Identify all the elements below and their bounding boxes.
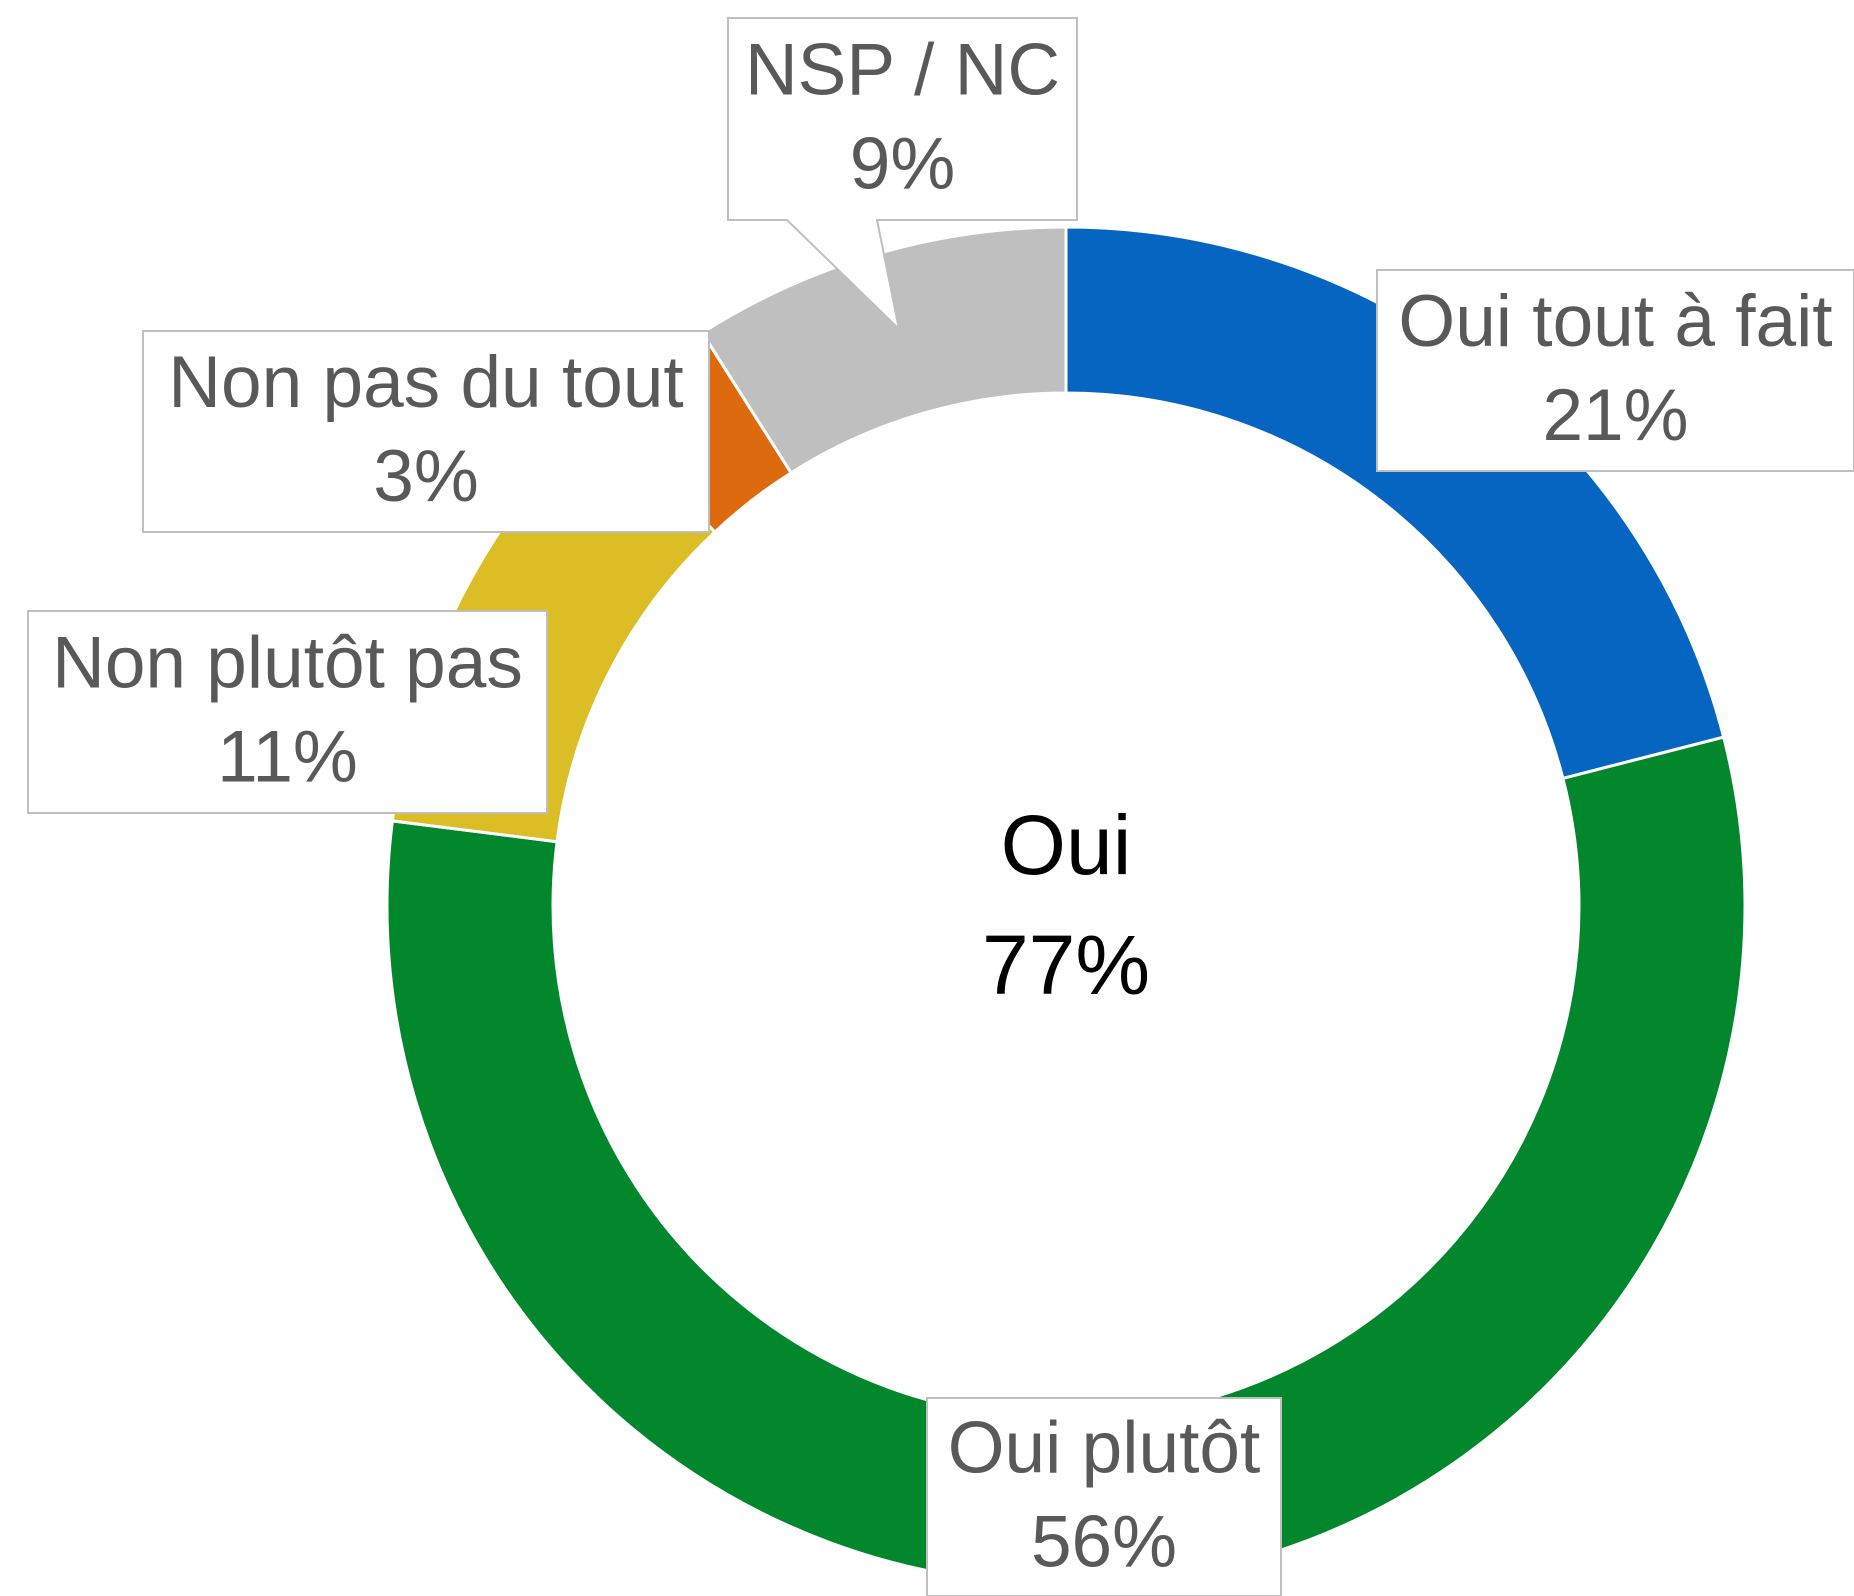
label-box <box>142 330 710 533</box>
slice <box>700 225 1068 475</box>
value-label: 3% <box>373 436 479 517</box>
category-label: Oui plutôt <box>948 1407 1260 1488</box>
label-box <box>926 1397 1282 1596</box>
category-label: NSP / NC <box>745 29 1060 110</box>
label-box <box>1376 269 1854 472</box>
slice <box>385 735 1747 1587</box>
value-label: 11% <box>217 716 358 797</box>
value-label: 56% <box>1031 1501 1177 1582</box>
category-label: Non pas du tout <box>168 342 683 423</box>
labels: Oui tout à fait 21% Oui plutôt 56% Non plutô… <box>27 17 1854 1596</box>
label-box <box>27 610 548 814</box>
label-box <box>727 17 1078 332</box>
value-label: 9% <box>850 123 956 204</box>
center-value: 77% <box>982 918 1150 1012</box>
slice <box>1064 225 1726 781</box>
value-label: 21% <box>1542 375 1688 456</box>
category-label: Non plutôt pas <box>52 622 523 703</box>
category-label: Oui tout à fait <box>1398 281 1832 362</box>
center-title: Oui <box>1001 798 1132 892</box>
